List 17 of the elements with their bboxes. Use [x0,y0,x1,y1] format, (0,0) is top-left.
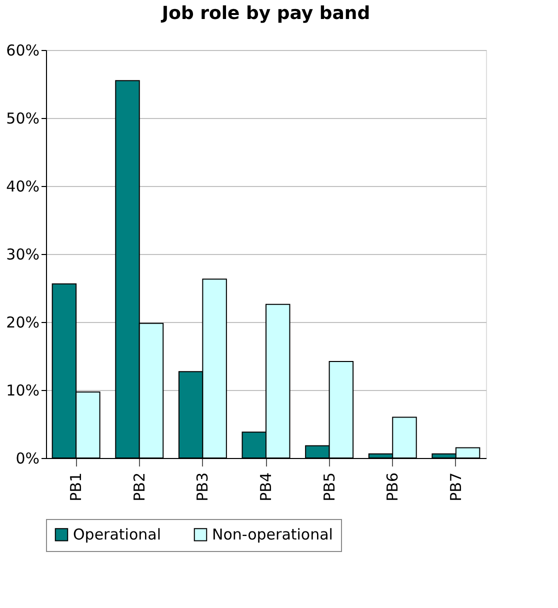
y-tick-label: 30% [6,246,40,264]
x-tick-label: PB6 [384,472,402,502]
x-tick-label: PB5 [320,472,338,502]
y-tick-label: 20% [6,314,40,332]
x-tick-label: PB3 [194,472,212,502]
x-tick-label: PB1 [67,472,86,502]
legend-label: Operational [73,526,162,544]
y-tick-label: 0% [16,450,40,468]
y-tick-label: 10% [6,382,40,400]
x-tick-label: PB2 [130,472,148,502]
chart-title: Job role by pay band [160,3,370,24]
x-tick-label: PB4 [257,472,275,502]
y-tick-label: 60% [6,42,40,60]
y-tick-label: 40% [6,178,40,196]
y-tick-label: 50% [6,110,40,128]
legend-label: Non-operational [212,526,333,544]
x-tick-label: PB7 [446,472,465,502]
